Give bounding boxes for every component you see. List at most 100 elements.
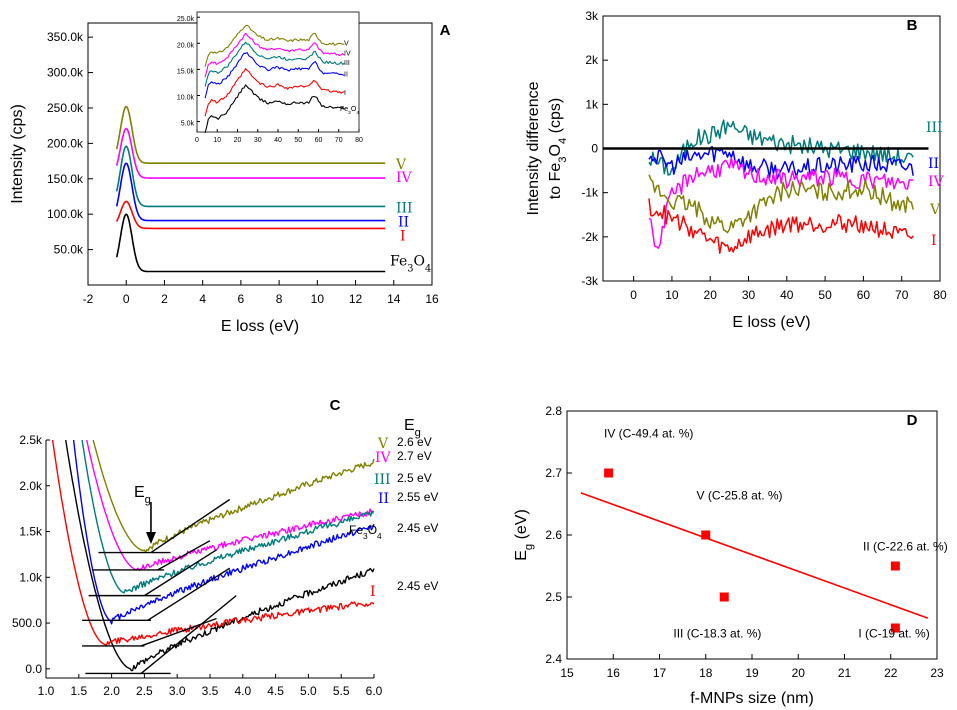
panel-c-series-III — [81, 439, 374, 594]
panel-c-label-I: I — [370, 584, 376, 600]
panel-b-xtick-label: 20 — [704, 288, 718, 302]
panel-c: 1.0 1.5 2.0 2.5 3.0 3.5 4.0 4.5 5.0 5.5 6.0 0.0 500.… — [12, 397, 438, 698]
panel-c-xtick-label: 2.0 — [103, 684, 120, 698]
panel-d-xtick-label: 20 — [792, 666, 806, 680]
panel-c-ytick-label: 1.5k — [19, 525, 43, 539]
panel-a-inset-label-Fe3O4: Fe3O4 — [340, 106, 359, 116]
panel-a-ylabel: Intensity (cps) — [9, 104, 26, 204]
panel-a-inset-xtick-label: 0 — [195, 137, 199, 144]
panel-c-xtick-label: 4.0 — [234, 684, 251, 698]
panel-a-xtick-label: 8 — [276, 292, 283, 306]
panel-b-xtick-label: 10 — [665, 288, 679, 302]
panel-d-point — [604, 468, 614, 478]
panel-b-series-I — [648, 198, 914, 255]
panel-a-xtick-label: 6 — [238, 292, 245, 306]
panel-c-label-IV: IV — [375, 450, 392, 466]
panel-b-ytick-label: 3k — [585, 9, 599, 23]
panel-c-label-III: III — [374, 472, 391, 488]
panel-a-xlabel: E loss (eV) — [221, 318, 299, 335]
panel-b-ytick-label: 2k — [585, 53, 599, 67]
panel-c-xtick-label: 5.5 — [333, 684, 350, 698]
panel-a-xtick-label: 10 — [311, 292, 325, 306]
panel-c-xtick-label: 3.0 — [169, 684, 186, 698]
panel-d-xlabel: f-MNPs size (nm) — [690, 690, 814, 707]
panel-a-inset-label-V: V — [344, 40, 349, 47]
panel-b-label-III: III — [926, 120, 943, 136]
panel-a-ytick-label: 350.0k — [47, 30, 84, 44]
panel-c-xtick-label: 1.5 — [70, 684, 87, 698]
panel-c-ytick-label: 0.0 — [25, 662, 42, 676]
panel-a-inset-series-Fe3O4 — [204, 84, 345, 134]
panel-d-point-label: IV (C-49.4 at. %) — [604, 427, 693, 441]
panel-d-xtick-label: 21 — [838, 666, 852, 680]
panel-a-inset-ytick-label: 15.0k — [177, 68, 195, 75]
panel-a-ytick-label: 150.0k — [47, 172, 84, 186]
panel-b-series-V — [648, 174, 914, 234]
panel-a-inset-series-IV — [204, 32, 345, 78]
panel-a-ytick-label: 50.0k — [54, 243, 84, 257]
panel-b-xtick-label: 50 — [818, 288, 832, 302]
panel-b-ytick-label: -3k — [581, 274, 599, 288]
panel-d-point-label: III (C-18.3 at. %) — [673, 626, 761, 640]
panel-a-inset-xtick-label: 20 — [234, 137, 242, 144]
panel-d-letter: D — [907, 412, 918, 429]
panel-a-inset-xtick-label: 50 — [294, 137, 302, 144]
panel-a-inset-label-II: II — [344, 72, 348, 79]
panel-a-inset-xtick-label: 10 — [213, 137, 221, 144]
panel-a-series-Fe3O4 — [115, 213, 386, 273]
panel-a-label-Fe3O4: Fe3O4 — [390, 254, 431, 275]
panel-c-eg-I: 2.45 eV — [397, 579, 438, 593]
panel-b-xtick-label: 30 — [742, 288, 756, 302]
panel-a-xtick-label: 12 — [349, 292, 363, 306]
panel-b-xtick-label: 80 — [933, 288, 947, 302]
panel-c-label-II: II — [378, 491, 389, 507]
panel-b-xtick-label: 40 — [780, 288, 794, 302]
panel-b: 0 10 20 30 40 50 60 70 80 -3k -2k -1k 0 1k 2k 3k E loss … — [525, 9, 947, 331]
panel-a-inset-ytick-label: 20.0k — [177, 42, 195, 49]
panel-c-label-V: V — [377, 436, 389, 452]
panel-a-inset-label-IV: IV — [344, 51, 351, 58]
panel-d-ytick-label: 2.6 — [545, 528, 562, 542]
panel-b-label-I: I — [931, 233, 937, 249]
panel-c-letter: C — [330, 397, 341, 414]
panel-d-ytick-label: 2.7 — [545, 466, 562, 480]
panel-d-point — [719, 592, 729, 602]
panel-c-ytick-label: 2.5k — [19, 433, 43, 447]
panel-b-ylabel-line2: to Fe3O4 (cps) — [547, 98, 569, 199]
panel-d-point — [890, 561, 900, 571]
panel-a-inset-series-II — [204, 52, 345, 99]
panel-c-ytick-label: 2.0k — [19, 479, 43, 493]
panel-b-ytick-label: 0 — [591, 142, 598, 156]
panel-b-xtick-label: 60 — [857, 288, 871, 302]
panel-a-label-V: V — [395, 157, 407, 173]
panel-a-inset-xtick-label: 70 — [335, 137, 343, 144]
panel-a-inset-frame — [196, 11, 360, 133]
panel-c-eg-arrow-head — [145, 532, 156, 544]
panel-d-xtick-label: 18 — [699, 666, 713, 680]
panel-d-fit-line — [580, 492, 929, 619]
panel-c-eg-title: Eg — [404, 417, 421, 439]
panel-c-ytick-label: 1.0k — [19, 570, 43, 584]
panel-b-series-III — [648, 119, 914, 176]
panel-a-letter: A — [440, 22, 451, 39]
panel-c-eg-arrow-label: Eg — [134, 484, 151, 506]
panel-a-ytick-label: 300.0k — [47, 66, 84, 80]
panel-a-series-III — [115, 145, 386, 208]
panel-a-inset-series-V — [204, 24, 345, 67]
panel-b-xtick-label: 0 — [630, 288, 637, 302]
panel-d-ytick-label: 2.8 — [545, 404, 562, 418]
panel-c-label-Fe3O4: Fe3O4 — [349, 523, 382, 541]
panel-a-inset-ytick-label: 5.0k — [181, 121, 195, 128]
panel-a-ytick-label: 100.0k — [47, 207, 84, 221]
panel-a-inset-ytick-label: 10.0k — [177, 94, 195, 101]
panel-a-inset-label-I: I — [344, 90, 346, 97]
panel-a-label-II: II — [398, 215, 409, 231]
panel-c-tangent-V — [150, 498, 231, 554]
panel-d-frame — [566, 410, 938, 660]
panel-d-point — [890, 623, 900, 633]
panel-a-xtick-label: 16 — [425, 292, 439, 306]
panel-c-eg-Fe3O4: 2.45 eV — [397, 521, 438, 535]
panel-a-inset-xtick-label: 40 — [274, 137, 282, 144]
panel-c-series-V — [92, 439, 375, 553]
panel-d-ytick-label: 2.4 — [545, 652, 562, 666]
